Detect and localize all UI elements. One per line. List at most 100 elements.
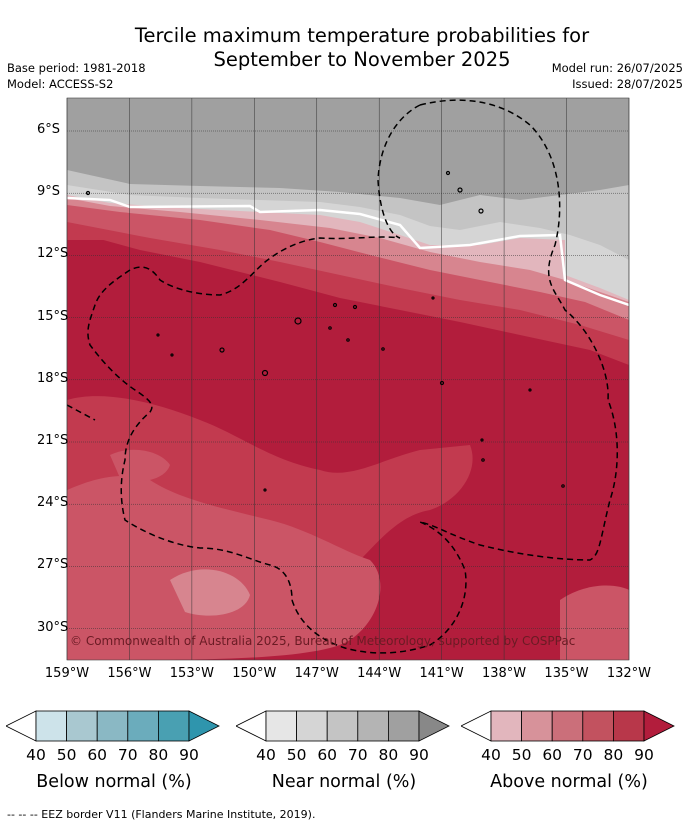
lon-label: 132°W bbox=[606, 666, 652, 681]
legend-tick-label: 70 bbox=[347, 746, 368, 764]
legend-ticks: 40 50 60 70 80 90 bbox=[461, 746, 677, 766]
legend-below-normal: 40 50 60 70 80 90 Below normal (%) bbox=[5, 710, 222, 792]
island-marker bbox=[263, 488, 267, 492]
legend-tick-label: 40 bbox=[256, 746, 276, 764]
above-70-west-patch bbox=[110, 449, 170, 482]
map-fill bbox=[67, 98, 629, 660]
legend-tick-label: 80 bbox=[603, 746, 624, 764]
legend-extend-low bbox=[460, 710, 492, 742]
lat-label: 12°S bbox=[37, 246, 69, 262]
above-70-southeast-zone bbox=[560, 585, 629, 660]
legend-cell bbox=[296, 710, 328, 742]
meta-left: Base period: 1981-2018 Model: ACCESS-S2 bbox=[7, 60, 146, 92]
legend-extend-high bbox=[188, 710, 220, 742]
lon-label: 141°W bbox=[419, 666, 464, 681]
island-marker bbox=[261, 369, 269, 377]
island-marker bbox=[85, 190, 91, 196]
legend-tick-label: 40 bbox=[481, 746, 501, 764]
probability-map bbox=[66, 97, 630, 661]
legend-cell bbox=[612, 710, 645, 742]
island-marker bbox=[528, 388, 532, 392]
lon-label: 159°W bbox=[44, 666, 90, 681]
island-marker bbox=[561, 484, 565, 488]
eez-border-marquesas bbox=[419, 99, 619, 561]
above-60-south-patch bbox=[170, 569, 250, 616]
lat-label: 15°S bbox=[37, 308, 69, 324]
lat-label: 24°S bbox=[37, 495, 69, 511]
legend-title: Below normal (%) bbox=[36, 772, 192, 792]
legend-tick-label: 90 bbox=[409, 746, 429, 764]
legend-tick-label: 50 bbox=[56, 746, 77, 764]
lat-label: 18°S bbox=[37, 370, 69, 386]
island-marker bbox=[480, 438, 484, 442]
legend-tick-label: 70 bbox=[572, 746, 593, 764]
legend-cell bbox=[66, 710, 98, 742]
legend-colorbar bbox=[460, 710, 675, 742]
legend-extend-high bbox=[418, 710, 450, 742]
legend-tick-label: 70 bbox=[117, 746, 138, 764]
island-marker bbox=[457, 187, 463, 193]
legend-colorbar bbox=[235, 710, 450, 742]
meta-right: Model run: 26/07/2025 Issued: 28/07/2025 bbox=[552, 60, 683, 92]
legend-extend-low bbox=[235, 710, 267, 742]
legend-tick-label: 40 bbox=[26, 746, 46, 764]
eez-border-tuamotu-south bbox=[291, 521, 467, 654]
legend-cell bbox=[521, 710, 553, 742]
legend-tick-label: 50 bbox=[511, 746, 532, 764]
lon-label: 156°W bbox=[107, 666, 152, 681]
island-marker bbox=[170, 353, 174, 357]
legend-extend-high bbox=[643, 710, 675, 742]
legend-above-normal: 40 50 60 70 80 90 Above normal (%) bbox=[460, 710, 677, 792]
island-marker bbox=[478, 208, 484, 214]
eez-borders bbox=[67, 99, 619, 654]
title-line-1: Tercile maximum temperature probabilitie… bbox=[134, 24, 590, 47]
map-title: Tercile maximum temperature probabilitie… bbox=[0, 24, 690, 72]
legend-cell bbox=[127, 710, 159, 742]
legend-colorbar bbox=[5, 710, 220, 742]
lat-label: 30°S bbox=[37, 619, 69, 635]
legend-tick-label: 80 bbox=[148, 746, 169, 764]
legend-cell bbox=[326, 710, 359, 742]
near-90-zone bbox=[67, 98, 629, 205]
lon-label: 144°W bbox=[357, 666, 402, 681]
legend-near-normal: 40 50 60 70 80 90 Near normal (%) bbox=[235, 710, 452, 792]
island-marker bbox=[431, 296, 435, 300]
legend-cell bbox=[357, 710, 389, 742]
legend-ticks: 40 50 60 70 80 90 bbox=[236, 746, 452, 766]
legend-tick-label: 60 bbox=[317, 746, 338, 764]
island-marker bbox=[294, 317, 302, 325]
legend-cell bbox=[582, 710, 614, 742]
legend-cell bbox=[551, 710, 584, 742]
legend-tick-label: 50 bbox=[286, 746, 307, 764]
island-marker bbox=[381, 347, 385, 351]
island-marker bbox=[352, 304, 358, 310]
lat-label: 9°S bbox=[37, 184, 61, 200]
lat-label: 27°S bbox=[37, 557, 69, 573]
legend-cell bbox=[490, 710, 523, 742]
lon-label: 147°W bbox=[294, 666, 339, 681]
legend-cell bbox=[157, 710, 190, 742]
white-contour bbox=[67, 196, 629, 307]
lat-label: 6°S bbox=[37, 122, 61, 137]
islands bbox=[85, 170, 565, 492]
legend-tick-label: 60 bbox=[87, 746, 108, 764]
legend-tick-label: 60 bbox=[542, 746, 563, 764]
legend-tick-label: 90 bbox=[179, 746, 199, 764]
lon-label: 138°W bbox=[481, 666, 527, 681]
map-copyright: © Commonwealth of Australia 2025, Bureau… bbox=[70, 634, 576, 648]
lon-label: 153°W bbox=[169, 666, 214, 681]
lon-label: 135°W bbox=[544, 666, 589, 681]
lat-label: 21°S bbox=[37, 433, 69, 448]
island-marker bbox=[332, 302, 338, 308]
title-line-2: September to November 2025 bbox=[213, 48, 511, 71]
island-marker bbox=[156, 333, 160, 337]
island-marker bbox=[328, 326, 332, 330]
eez-footnote: -- -- -- EEZ border V11 (Flanders Marine… bbox=[7, 808, 316, 821]
island-marker bbox=[445, 170, 451, 176]
legend-ticks: 40 50 60 70 80 90 bbox=[6, 746, 222, 766]
eez-border-marquesas-west bbox=[87, 104, 421, 601]
legend-tick-label: 90 bbox=[634, 746, 654, 764]
map-frame bbox=[66, 97, 630, 661]
legend-cell bbox=[387, 710, 420, 742]
legend-title: Near normal (%) bbox=[271, 772, 417, 792]
